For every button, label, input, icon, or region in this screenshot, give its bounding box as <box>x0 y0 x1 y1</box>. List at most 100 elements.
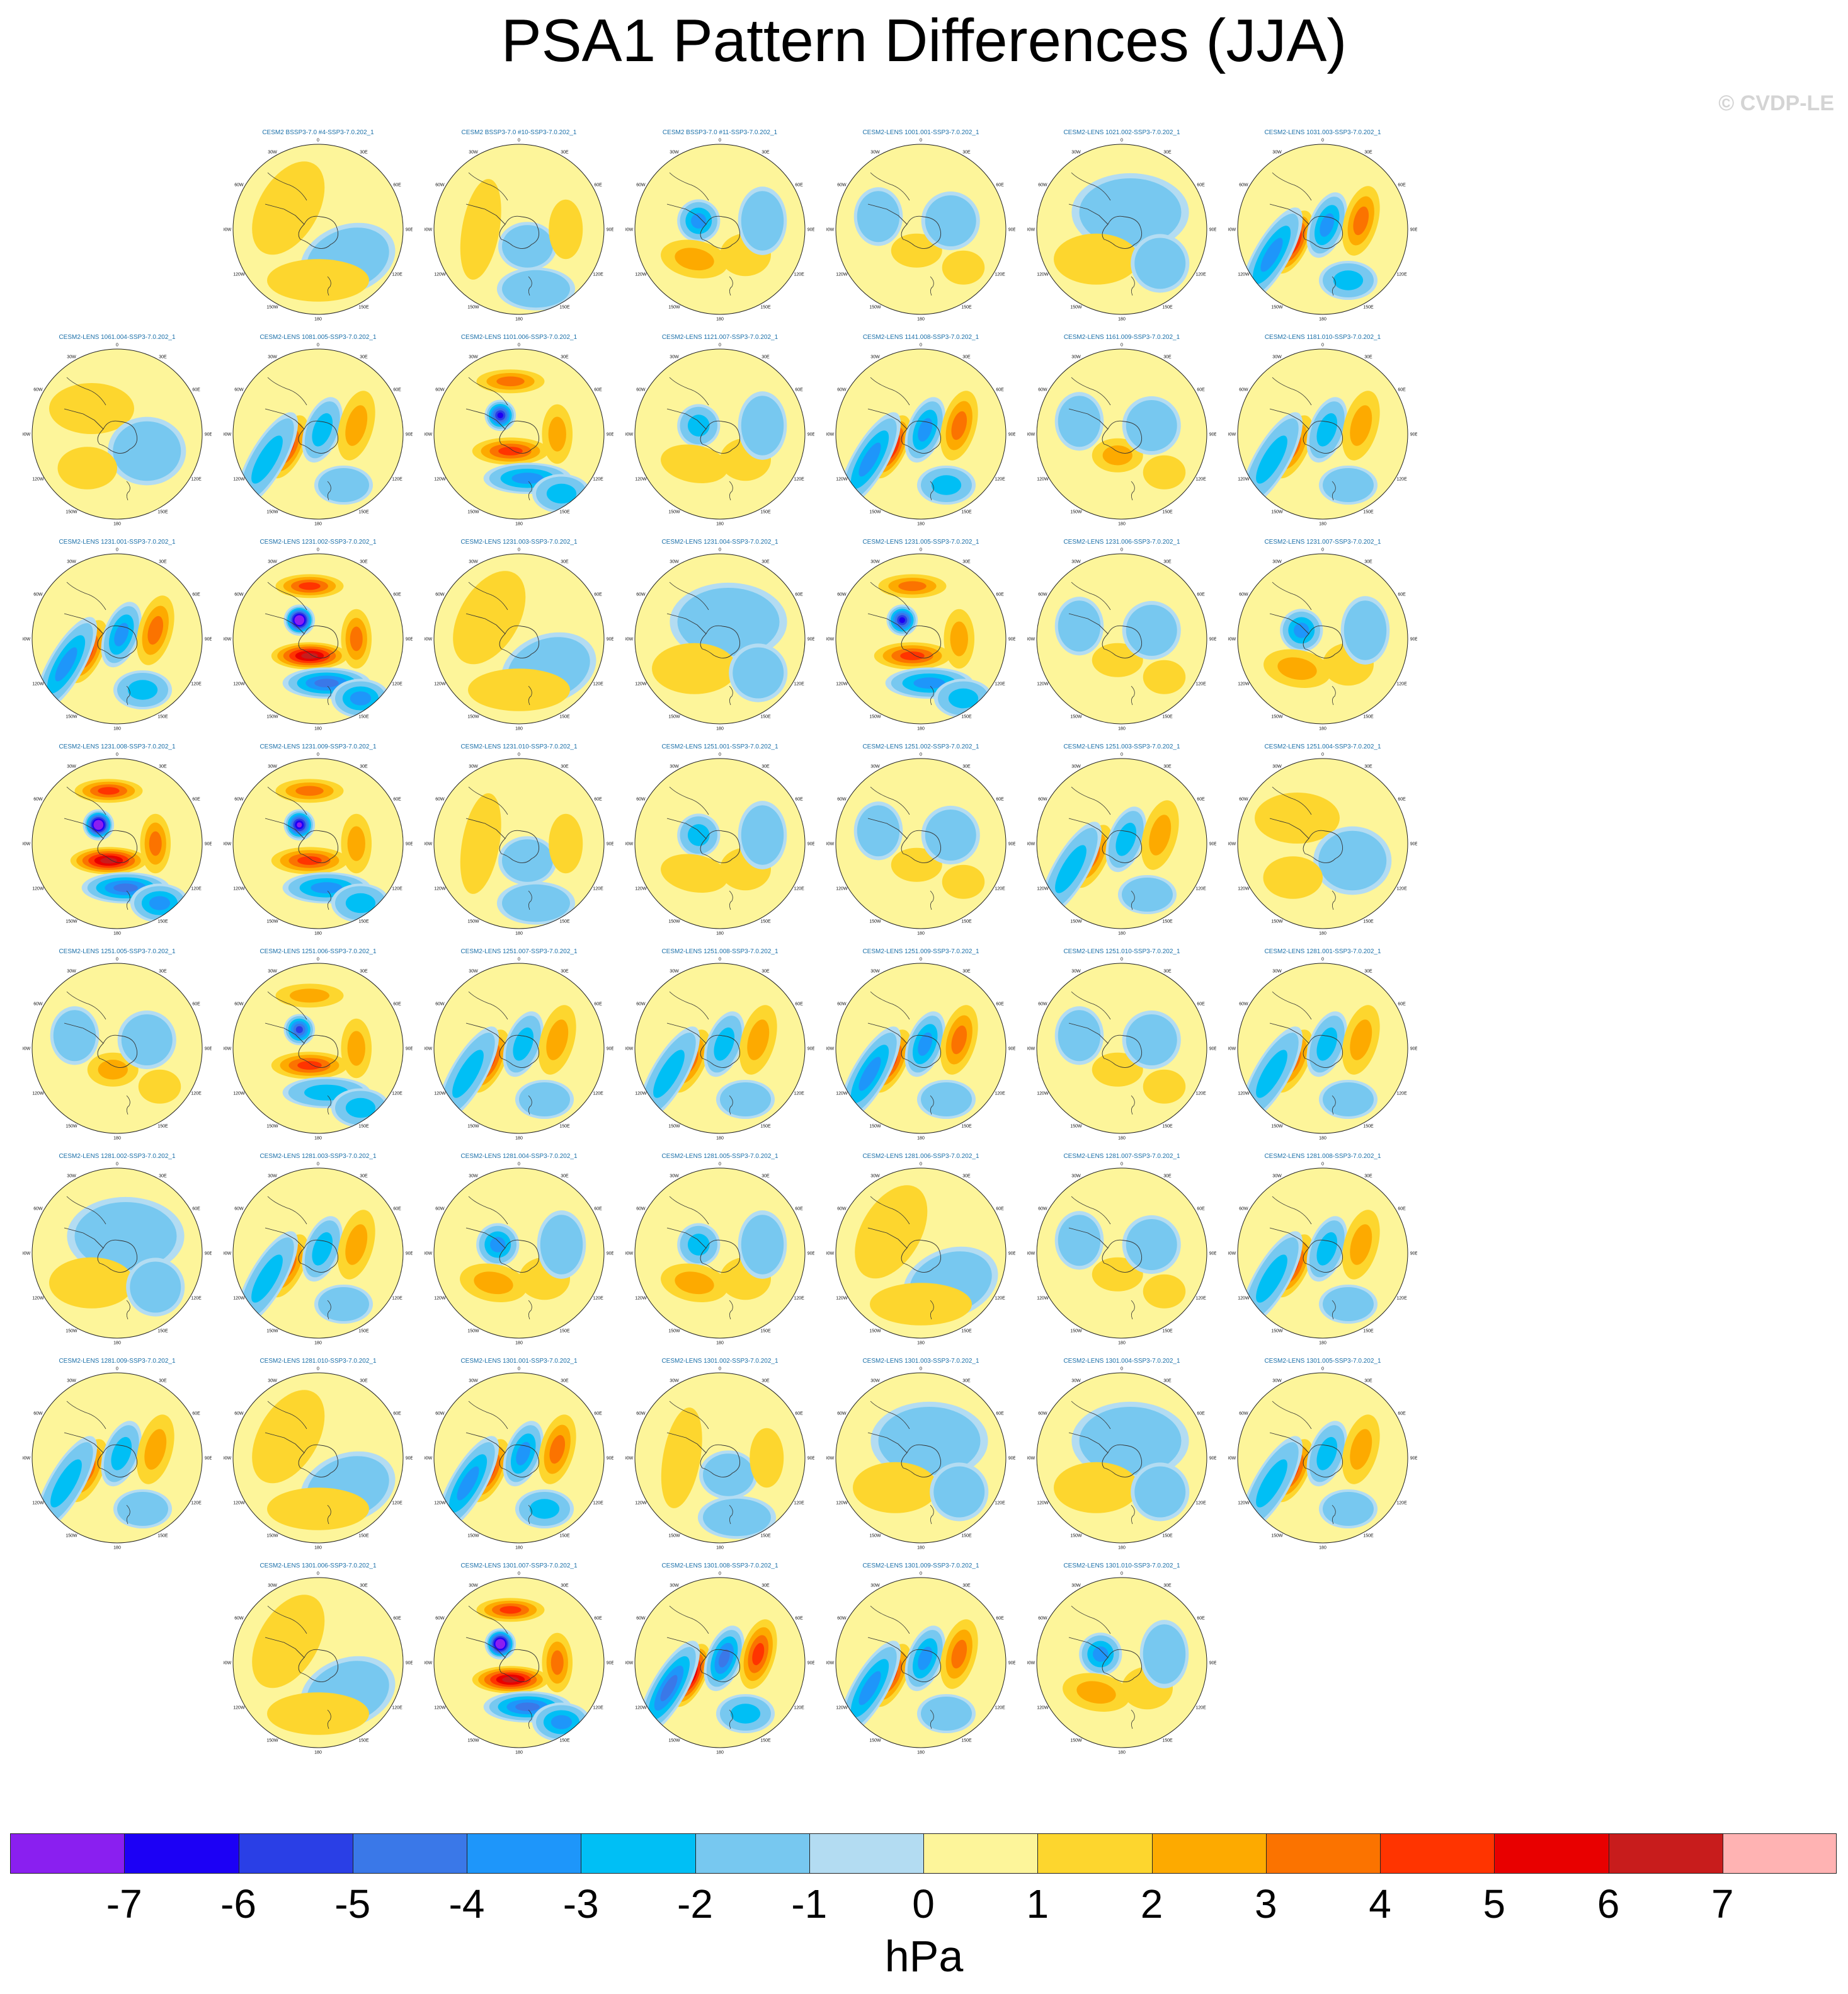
antarctica-coastline <box>901 1034 942 1068</box>
longitude-tick-label: 60E <box>393 1002 401 1007</box>
longitude-tick-label: 150E <box>1162 1329 1173 1333</box>
longitude-tick-label: 60W <box>837 1617 847 1621</box>
longitude-tick-label: 90W <box>826 228 835 232</box>
new-zealand-coastline <box>729 481 733 501</box>
longitude-tick-label: 60E <box>393 798 401 802</box>
longitude-tick-label: 150W <box>668 919 680 924</box>
new-zealand-coastline <box>1131 890 1135 910</box>
longitude-tick-label: 120E <box>593 478 603 482</box>
longitude-tick-label: 90E <box>205 433 212 437</box>
longitude-tick-label: 150E <box>559 510 570 514</box>
longitude-tick-label: 90E <box>406 842 413 847</box>
peninsula-coastline <box>666 613 707 634</box>
antarctica-coastline <box>499 1239 540 1273</box>
longitude-tick-label: 30E <box>561 765 569 769</box>
polar-map: 0 30E 60E 90E 120E 150E 180 150W 120W 90W 60W 30W <box>826 139 1015 321</box>
longitude-tick-label: 90W <box>23 1252 31 1256</box>
negative-anomaly <box>127 680 158 700</box>
polar-map: 0 30E 60E 90E 120E 150E 180 150W 120W 90W 60W 30W <box>1228 343 1417 526</box>
polar-map: 0 30E 60E 90E 120E 150E 180 150W 120W 90W 60W 30W <box>224 1572 413 1755</box>
longitude-tick-label: 150E <box>1162 305 1173 309</box>
negative-anomaly <box>703 1453 754 1496</box>
new-zealand-coastline <box>126 1300 130 1320</box>
antarctica-coastline <box>700 215 741 249</box>
longitude-tick-label: 150W <box>1070 1329 1082 1333</box>
longitude-tick-label: 0 <box>719 139 721 143</box>
negative-anomaly <box>295 1026 303 1033</box>
panel-title: CESM2-LENS 1301.010-SSP3-7.0.202_1 <box>1063 1562 1180 1569</box>
panel-title: CESM2-LENS 1061.004-SSP3-7.0.202_1 <box>59 334 176 341</box>
map-panel: CESM2-LENS 1231.007-SSP3-7.0.202_1 0 30E 60… <box>1228 539 1417 730</box>
peninsula-coastline <box>1068 1637 1109 1658</box>
new-zealand-coastline <box>930 1300 934 1320</box>
polar-map: 0 30E 60E 90E 120E 150E 180 150W 120W 90W 60W 30W <box>425 1572 613 1755</box>
map-border <box>1237 553 1408 725</box>
longitude-tick-label: 30E <box>360 151 368 155</box>
negative-anomaly <box>1058 1215 1101 1266</box>
peninsula-coastline <box>867 1432 908 1453</box>
longitude-tick-label: 30W <box>1272 765 1282 769</box>
negative-anomaly <box>516 1441 531 1465</box>
longitude-tick-label: 60W <box>1038 1207 1047 1212</box>
longitude-tick-label: 90E <box>1410 433 1417 437</box>
map-border <box>835 758 1007 929</box>
longitude-tick-label: 30E <box>561 1174 569 1179</box>
longitude-tick-label: 120E <box>794 1297 804 1301</box>
longitude-tick-label: 30W <box>67 1379 76 1384</box>
longitude-tick-label: 60E <box>795 593 803 597</box>
longitude-tick-label: 120E <box>1396 1501 1407 1506</box>
new-zealand-coastline <box>729 685 733 706</box>
longitude-tick-label: 60W <box>1038 183 1047 188</box>
colorbar-segment <box>1494 1833 1609 1874</box>
longitude-tick-label: 120E <box>1195 1297 1206 1301</box>
longitude-tick-label: 30E <box>1163 1379 1172 1384</box>
longitude-tick-label: 90E <box>1008 433 1015 437</box>
longitude-tick-label: 120W <box>1238 887 1250 891</box>
longitude-tick-label: 30W <box>1071 970 1081 974</box>
negative-anomaly <box>1316 1232 1338 1266</box>
longitude-tick-label: 180 <box>1118 522 1126 526</box>
longitude-tick-label: 90W <box>1027 1457 1035 1461</box>
longitude-tick-label: 180 <box>716 522 724 526</box>
negative-anomaly <box>858 442 881 477</box>
polar-map: 0 30E 60E 90E 120E 150E 180 150W 120W 90W 60W 30W <box>826 958 1015 1140</box>
map-border <box>433 553 605 725</box>
longitude-tick-label: 120W <box>1037 887 1049 891</box>
longitude-tick-label: 60E <box>1398 183 1406 188</box>
positive-anomaly <box>750 1428 784 1488</box>
longitude-tick-label: 60W <box>636 798 646 802</box>
map-panel: CESM2-LENS 1181.010-SSP3-7.0.202_1 0 30E 60… <box>1228 334 1417 525</box>
colorbar-tick-label: 4 <box>1369 1881 1391 1927</box>
map-panel: CESM2-LENS 1301.004-SSP3-7.0.202_1 0 30E 60… <box>1027 1358 1216 1549</box>
longitude-tick-label: 180 <box>1118 318 1126 321</box>
map-border <box>1036 963 1207 1134</box>
peninsula-coastline <box>867 1023 908 1044</box>
negative-anomaly <box>498 1642 503 1646</box>
watermark: © CVDP-LE <box>1718 91 1834 115</box>
map-panel: CESM2-LENS 1251.001-SSP3-7.0.202_1 0 30E 60… <box>625 743 814 935</box>
longitude-tick-label: 0 <box>116 1367 118 1372</box>
longitude-tick-label: 90E <box>607 1457 613 1461</box>
polar-map: 0 30E 60E 90E 120E 150E 180 150W 120W 90W 60W 30W <box>1027 343 1216 526</box>
longitude-tick-label: 0 <box>1121 958 1123 962</box>
longitude-tick-label: 60E <box>192 388 200 392</box>
longitude-tick-label: 60E <box>393 183 401 188</box>
peninsula-coastline <box>265 203 305 225</box>
longitude-tick-label: 90E <box>807 228 814 232</box>
negative-anomaly <box>311 882 343 894</box>
positive-anomaly <box>1054 233 1139 285</box>
longitude-tick-label: 30W <box>1272 151 1282 155</box>
longitude-tick-label: 30E <box>1163 1584 1172 1588</box>
longitude-tick-label: 150W <box>1271 919 1283 924</box>
negative-anomaly <box>1323 1082 1374 1116</box>
south-america-coastline <box>267 172 307 201</box>
longitude-tick-label: 180 <box>1319 932 1326 936</box>
longitude-tick-label: 150E <box>358 1738 369 1743</box>
map-panel: CESM2-LENS 1281.010-SSP3-7.0.202_1 0 30E 60… <box>224 1358 413 1549</box>
longitude-tick-label: 120W <box>1037 1706 1049 1710</box>
new-zealand-coastline <box>528 1504 532 1525</box>
map-panel: CESM2-LENS 1231.005-SSP3-7.0.202_1 0 30E 60… <box>826 539 1015 730</box>
new-zealand-coastline <box>528 890 532 910</box>
longitude-tick-label: 30E <box>1364 970 1372 974</box>
south-america-coastline <box>267 786 307 815</box>
